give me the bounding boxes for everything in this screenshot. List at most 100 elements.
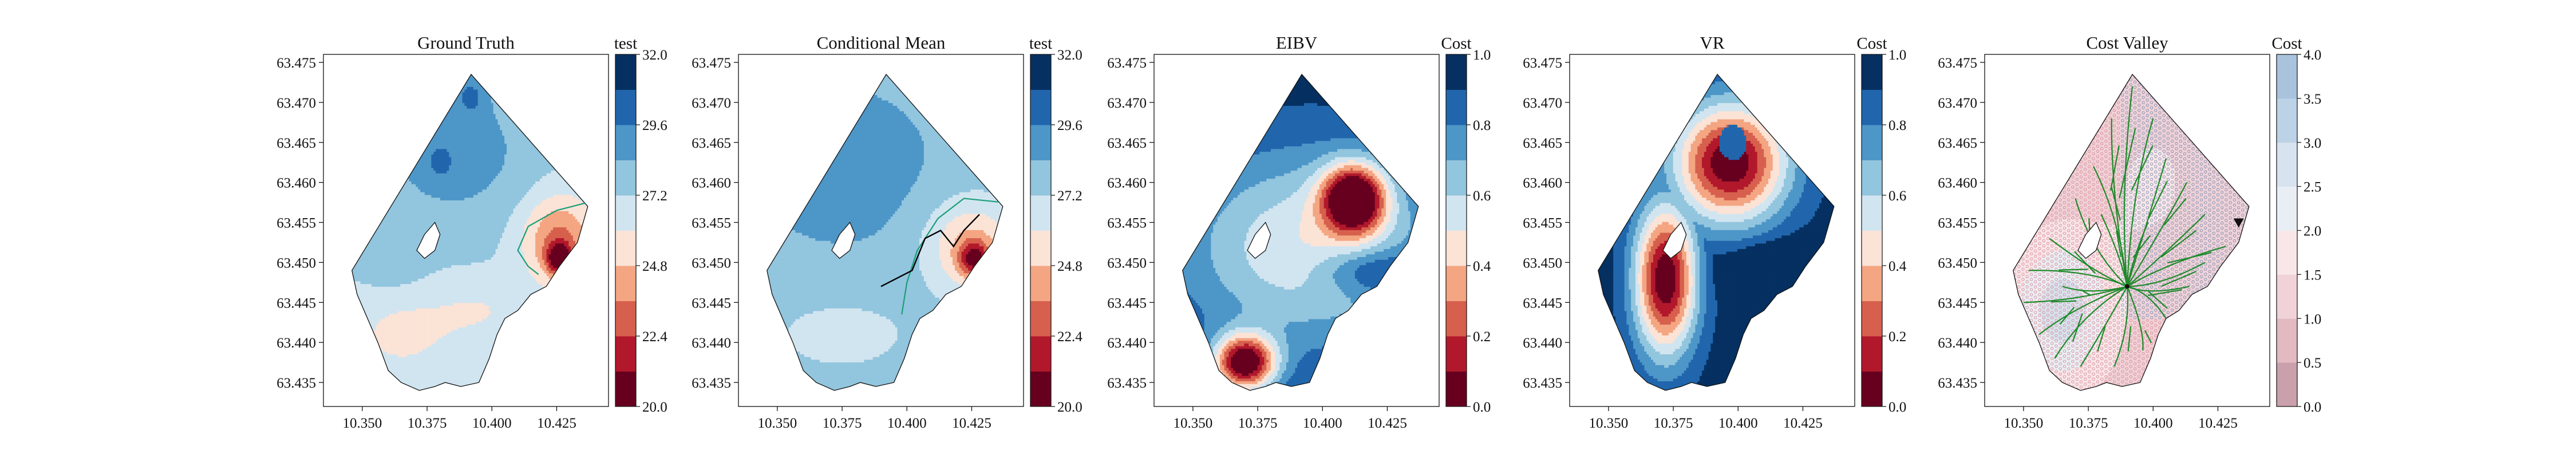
x-tick-label: 10.350	[1174, 416, 1213, 431]
colorbar-segment	[2277, 143, 2297, 187]
colorbar-segment	[1446, 195, 1467, 231]
field-raster	[349, 70, 593, 395]
y-tick-label: 63.455	[1523, 216, 1562, 231]
y-tick-label: 63.470	[1938, 96, 1977, 111]
x-tick-label: 10.400	[472, 416, 512, 431]
y-tick-label: 63.465	[1107, 136, 1147, 151]
colorbar-tick-label: 1.0	[2304, 311, 2321, 327]
colorbar-tick-label: 0.0	[1473, 400, 1491, 415]
x-tick-label: 10.375	[2069, 416, 2108, 431]
colorbar-tick-label: 0.5	[2304, 356, 2321, 371]
colorbar-label: Cost	[1856, 34, 1887, 53]
x-tick-label: 10.425	[1783, 416, 1823, 431]
colorbar-segment	[615, 54, 636, 90]
y-tick-label: 63.435	[276, 376, 316, 391]
y-tick-label: 63.440	[1107, 335, 1147, 351]
y-tick-label: 63.455	[1938, 216, 1977, 231]
colorbar-tick-label: 0.2	[1473, 329, 1491, 345]
x-tick-label: 10.350	[2004, 416, 2044, 431]
colorbar-segment	[1446, 372, 1467, 407]
x-tick-label: 10.350	[343, 416, 382, 431]
colorbar-segment	[1030, 266, 1051, 301]
y-tick-label: 63.450	[1938, 255, 1977, 271]
y-tick-label: 63.450	[692, 255, 731, 271]
y-tick-label: 63.435	[1938, 376, 1977, 391]
y-tick-label: 63.450	[276, 255, 316, 271]
x-tick-label: 10.425	[952, 416, 991, 431]
colorbar-segment	[1446, 266, 1467, 301]
panel-title: EIBV	[1276, 33, 1318, 53]
y-tick-label: 63.440	[1938, 335, 1977, 351]
colorbar-tick-label: 1.5	[2304, 267, 2321, 283]
tree-root-marker	[2125, 284, 2129, 289]
colorbar-segment	[615, 301, 636, 337]
y-tick-label: 63.470	[276, 96, 316, 111]
y-tick-label: 63.475	[1938, 56, 1977, 71]
y-tick-label: 63.470	[692, 96, 731, 111]
y-tick-label: 63.455	[1107, 216, 1147, 231]
y-tick-label: 63.440	[276, 335, 316, 351]
colorbar-segment	[1030, 195, 1051, 231]
y-tick-label: 63.440	[692, 335, 731, 351]
colorbar-segment	[2277, 98, 2297, 143]
y-tick-label: 63.435	[1107, 376, 1147, 391]
colorbar-label: test	[1029, 34, 1052, 53]
panel-title: Conditional Mean	[817, 33, 946, 53]
colorbar-tick-label: 2.5	[2304, 180, 2321, 195]
y-tick-label: 63.475	[1107, 56, 1147, 71]
x-tick-label: 10.425	[2198, 416, 2238, 431]
panel-title: Cost Valley	[2086, 33, 2168, 53]
panel-title: VR	[1700, 33, 1724, 53]
colorbar-segment	[1862, 372, 1882, 407]
colorbar-segment	[1030, 90, 1051, 125]
y-tick-label: 63.475	[276, 56, 316, 71]
field-raster	[1595, 70, 1839, 395]
colorbar-segment	[615, 231, 636, 266]
colorbar-segment	[1446, 336, 1467, 372]
y-tick-label: 63.470	[1107, 96, 1147, 111]
colorbar-tick-label: 27.2	[642, 188, 667, 204]
x-tick-label: 10.375	[823, 416, 862, 431]
colorbar-segment	[1862, 160, 1882, 196]
colorbar-segment	[1446, 301, 1467, 337]
colorbar-segment	[1030, 160, 1051, 196]
y-tick-label: 63.440	[1523, 335, 1562, 351]
colorbar-segment	[615, 125, 636, 160]
y-tick-label: 63.460	[276, 176, 316, 191]
colorbar-tick-label: 4.0	[2304, 48, 2321, 63]
x-tick-label: 10.350	[1589, 416, 1629, 431]
colorbar-segment	[1446, 54, 1467, 90]
x-tick-label: 10.425	[537, 416, 576, 431]
colorbar-tick-label: 0.0	[1888, 400, 1906, 415]
colorbar-segment	[1446, 160, 1467, 196]
colorbar-tick-label: 0.4	[1888, 259, 1907, 274]
colorbar-segment	[2277, 187, 2297, 231]
y-tick-label: 63.455	[276, 216, 316, 231]
colorbar-tick-label: 32.0	[1057, 48, 1082, 63]
colorbar-segment	[2277, 274, 2297, 318]
colorbar-tick-label: 29.6	[1057, 118, 1082, 133]
colorbar-tick-label: 0.6	[1473, 188, 1491, 204]
colorbar-segment	[2277, 362, 2297, 406]
colorbar-segment	[1030, 125, 1051, 160]
colorbar-tick-label: 0.0	[2304, 400, 2321, 415]
colorbar-tick-label: 0.8	[1888, 118, 1906, 133]
y-tick-label: 63.460	[1107, 176, 1147, 191]
x-tick-label: 10.400	[1303, 416, 1342, 431]
y-tick-label: 63.475	[1523, 56, 1562, 71]
colorbar-segment	[1862, 336, 1882, 372]
y-tick-label: 63.460	[1523, 176, 1562, 191]
colorbar-tick-label: 27.2	[1057, 188, 1082, 204]
colorbar-segment	[1030, 54, 1051, 90]
colorbar-tick-label: 3.0	[2304, 136, 2321, 151]
colorbar-tick-label: 24.8	[642, 259, 667, 274]
colorbar-segment	[1446, 231, 1467, 266]
x-tick-label: 10.400	[1718, 416, 1758, 431]
colorbar-segment	[615, 372, 636, 407]
colorbar-label: Cost	[2271, 34, 2302, 53]
colorbar-segment	[1862, 125, 1882, 160]
